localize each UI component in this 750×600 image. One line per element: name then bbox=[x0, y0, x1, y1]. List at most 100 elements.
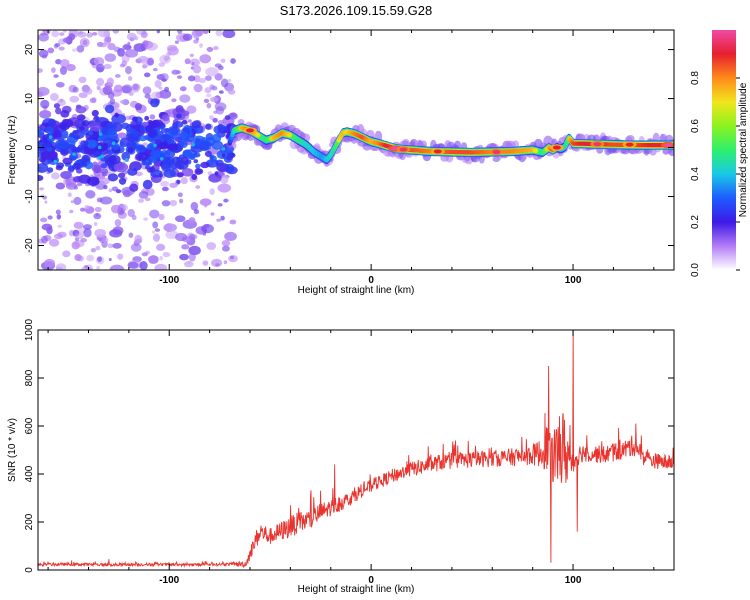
colorbar-tick-label: 0.2 bbox=[690, 215, 701, 229]
noise-blob bbox=[47, 215, 53, 220]
noise-core-blob bbox=[50, 151, 58, 158]
noise-core-blob bbox=[130, 120, 136, 125]
noise-blob bbox=[43, 258, 56, 268]
ridge-hotspot-core bbox=[663, 143, 672, 148]
noise-blob bbox=[121, 60, 127, 67]
noise-core-blob bbox=[176, 179, 181, 185]
noise-blob bbox=[217, 119, 225, 125]
noise-fleck bbox=[97, 156, 101, 160]
noise-blob bbox=[71, 182, 76, 186]
noise-blob bbox=[47, 47, 55, 54]
noise-core-blob bbox=[59, 122, 70, 131]
noise-blob bbox=[199, 54, 212, 64]
noise-blob bbox=[62, 250, 71, 258]
noise-blob bbox=[178, 198, 184, 204]
noise-blob bbox=[142, 86, 152, 95]
noise-core-blob bbox=[212, 133, 222, 143]
noise-blob bbox=[128, 232, 134, 238]
noise-blob bbox=[107, 243, 114, 249]
noise-blob bbox=[100, 177, 110, 185]
noise-fleck bbox=[221, 147, 226, 151]
spectrogram-ytick-label: -10 bbox=[24, 189, 35, 204]
noise-core-blob bbox=[136, 145, 144, 151]
noise-blob bbox=[188, 252, 196, 262]
noise-blob bbox=[63, 30, 67, 33]
colorbar: 0.0 0.2 0.4 0.6 0.8 Normalized spectral ampl… bbox=[690, 30, 749, 277]
noise-blob bbox=[76, 182, 83, 187]
noise-blob bbox=[202, 260, 209, 266]
ridge-hotspot-core bbox=[593, 142, 602, 147]
noise-blob bbox=[195, 185, 201, 189]
noise-core-blob bbox=[144, 165, 151, 170]
noise-core-blob bbox=[38, 174, 44, 182]
noise-blob bbox=[41, 223, 53, 231]
noise-blob bbox=[176, 75, 183, 79]
noise-blob bbox=[179, 253, 189, 261]
noise-core-blob bbox=[189, 155, 196, 161]
noise-blob bbox=[204, 75, 212, 81]
noise-blob bbox=[143, 217, 149, 221]
noise-blob bbox=[199, 43, 203, 48]
ridge-halo bbox=[512, 140, 520, 149]
snr-frame bbox=[37, 329, 675, 571]
noise-blob bbox=[103, 63, 112, 70]
noise-blob bbox=[167, 46, 179, 56]
colorbar-tick-label: 0.4 bbox=[690, 167, 701, 181]
noise-blob bbox=[187, 75, 196, 82]
noise-blob bbox=[70, 200, 74, 204]
noise-blob bbox=[212, 45, 219, 51]
noise-fleck bbox=[111, 141, 116, 146]
noise-blob bbox=[85, 190, 96, 199]
noise-blob bbox=[95, 245, 101, 251]
noise-blob bbox=[108, 188, 113, 193]
noise-blob bbox=[78, 30, 84, 35]
noise-blob bbox=[201, 223, 214, 234]
noise-blob bbox=[76, 45, 85, 53]
noise-core-blob bbox=[120, 122, 130, 130]
noise-blob bbox=[148, 255, 159, 264]
colorbar-label: Normalized spectral amplitude bbox=[738, 82, 749, 217]
noise-blob bbox=[134, 235, 143, 244]
noise-core-blob bbox=[153, 150, 161, 158]
noise-fleck bbox=[100, 154, 104, 159]
noise-core-blob bbox=[205, 123, 212, 130]
noise-core-blob bbox=[179, 140, 188, 148]
noise-blob bbox=[194, 30, 204, 37]
noise-blob bbox=[156, 243, 166, 251]
colorbar-tick-label: 0.6 bbox=[690, 119, 701, 133]
snr-ytick-label: 200 bbox=[24, 513, 35, 530]
noise-blob bbox=[216, 218, 222, 222]
noise-blob bbox=[44, 200, 48, 204]
noise-blob bbox=[75, 233, 85, 240]
noise-blob bbox=[161, 78, 167, 82]
noise-blob bbox=[164, 86, 170, 92]
noise-blob bbox=[49, 92, 59, 102]
noise-blob bbox=[209, 115, 214, 121]
noise-blob bbox=[223, 198, 229, 203]
noise-core-blob bbox=[62, 157, 73, 165]
noise-blob bbox=[95, 63, 105, 73]
noise-fleck bbox=[153, 143, 157, 148]
noise-blob bbox=[104, 53, 117, 62]
noise-blob bbox=[124, 49, 139, 58]
noise-blob bbox=[229, 255, 235, 260]
noise-core-blob bbox=[52, 130, 63, 140]
noise-core-blob bbox=[71, 148, 78, 153]
noise-fleck bbox=[124, 158, 129, 162]
noise-blob bbox=[193, 83, 203, 93]
noise-blob bbox=[57, 224, 62, 228]
noise-blob bbox=[144, 72, 151, 78]
noise-blob bbox=[117, 253, 124, 260]
snr-xtick-label: -100 bbox=[159, 575, 179, 586]
noise-blob bbox=[152, 221, 159, 229]
noise-core-blob bbox=[100, 163, 108, 169]
noise-blob bbox=[188, 245, 201, 256]
noise-core-blob bbox=[47, 167, 54, 173]
noise-blob bbox=[90, 248, 96, 253]
noise-blob bbox=[175, 232, 188, 242]
noise-blob bbox=[122, 44, 132, 51]
noise-blob bbox=[117, 132, 127, 139]
